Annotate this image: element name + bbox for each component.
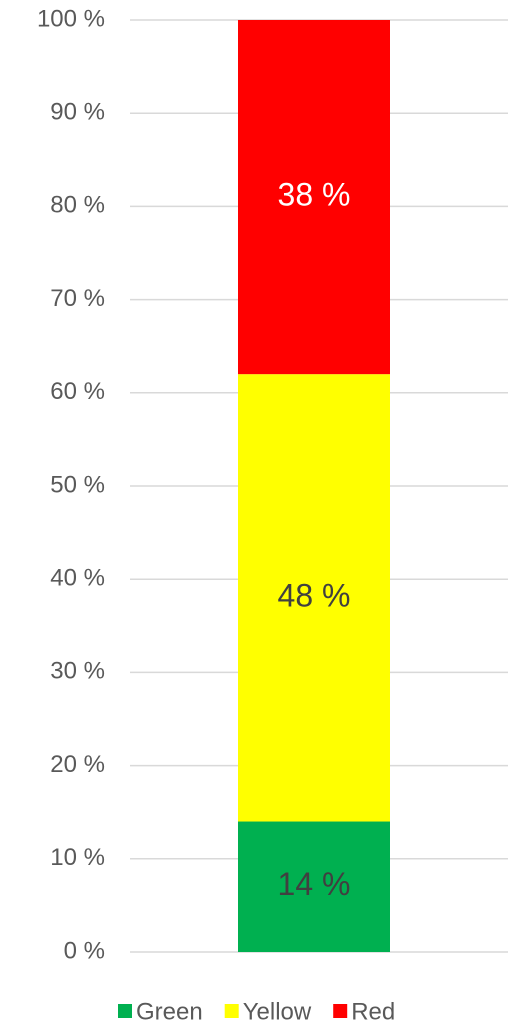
y-tick-label: 10 % bbox=[50, 844, 105, 871]
legend-swatch bbox=[224, 1004, 239, 1018]
bar-segment bbox=[238, 374, 390, 822]
data-label: 38 % bbox=[278, 177, 351, 213]
legend-label: Green bbox=[136, 998, 203, 1025]
data-label: 14 % bbox=[278, 866, 351, 902]
legend-swatch bbox=[333, 1004, 348, 1018]
y-tick-label: 50 % bbox=[50, 471, 105, 498]
y-tick-label: 100 % bbox=[37, 5, 105, 32]
y-tick-label: 90 % bbox=[50, 99, 105, 126]
legend-swatch bbox=[118, 1004, 132, 1018]
y-tick-label: 30 % bbox=[50, 658, 105, 685]
legend-label: Yellow bbox=[243, 998, 312, 1025]
legend-label: Red bbox=[351, 998, 395, 1025]
y-tick-label: 80 % bbox=[50, 192, 105, 219]
y-tick-label: 40 % bbox=[50, 565, 105, 592]
y-tick-label: 0 % bbox=[64, 937, 105, 964]
y-tick-label: 20 % bbox=[50, 751, 105, 778]
y-tick-label: 60 % bbox=[50, 378, 105, 405]
y-tick-label: 70 % bbox=[50, 285, 105, 312]
data-label: 48 % bbox=[278, 577, 351, 613]
bar-segment bbox=[238, 821, 390, 952]
bar-segment bbox=[238, 20, 390, 375]
